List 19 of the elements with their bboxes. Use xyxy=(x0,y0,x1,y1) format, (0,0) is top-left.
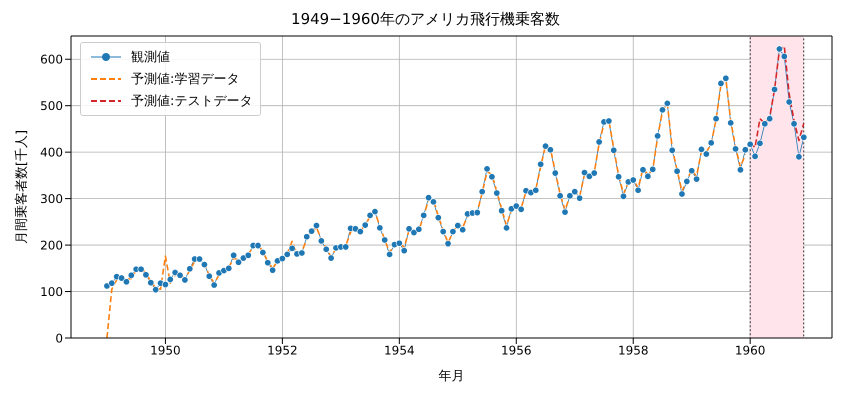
y-tick-label: 100 xyxy=(40,284,63,299)
x-tick-label: 1950 xyxy=(150,344,181,358)
x-tick-label: 1952 xyxy=(267,344,298,358)
y-tick-label: 200 xyxy=(40,238,63,252)
y-axis-title: 月間乗客者数[千人] xyxy=(14,130,30,244)
chart-title: 1949−1960年のアメリカ飛行機乗客数 xyxy=(290,9,561,30)
legend-label: 観測値 xyxy=(131,49,170,66)
y-tick-label: 500 xyxy=(40,98,63,113)
legend-label: 予測値:学習データ xyxy=(131,71,240,88)
x-tick-label: 1956 xyxy=(501,344,532,358)
y-tick-label: 300 xyxy=(40,192,63,206)
x-tick-label: 1960 xyxy=(734,344,766,358)
y-tick-label: 600 xyxy=(40,52,63,66)
x-axis-title: 年月 xyxy=(438,369,464,384)
x-tick-label: 1958 xyxy=(618,344,649,358)
y-tick-label: 0 xyxy=(55,331,63,346)
x-tick-label: 1954 xyxy=(384,344,415,358)
legend-label: 予測値:テストデータ xyxy=(131,93,252,110)
y-tick-label: 400 xyxy=(40,145,63,160)
